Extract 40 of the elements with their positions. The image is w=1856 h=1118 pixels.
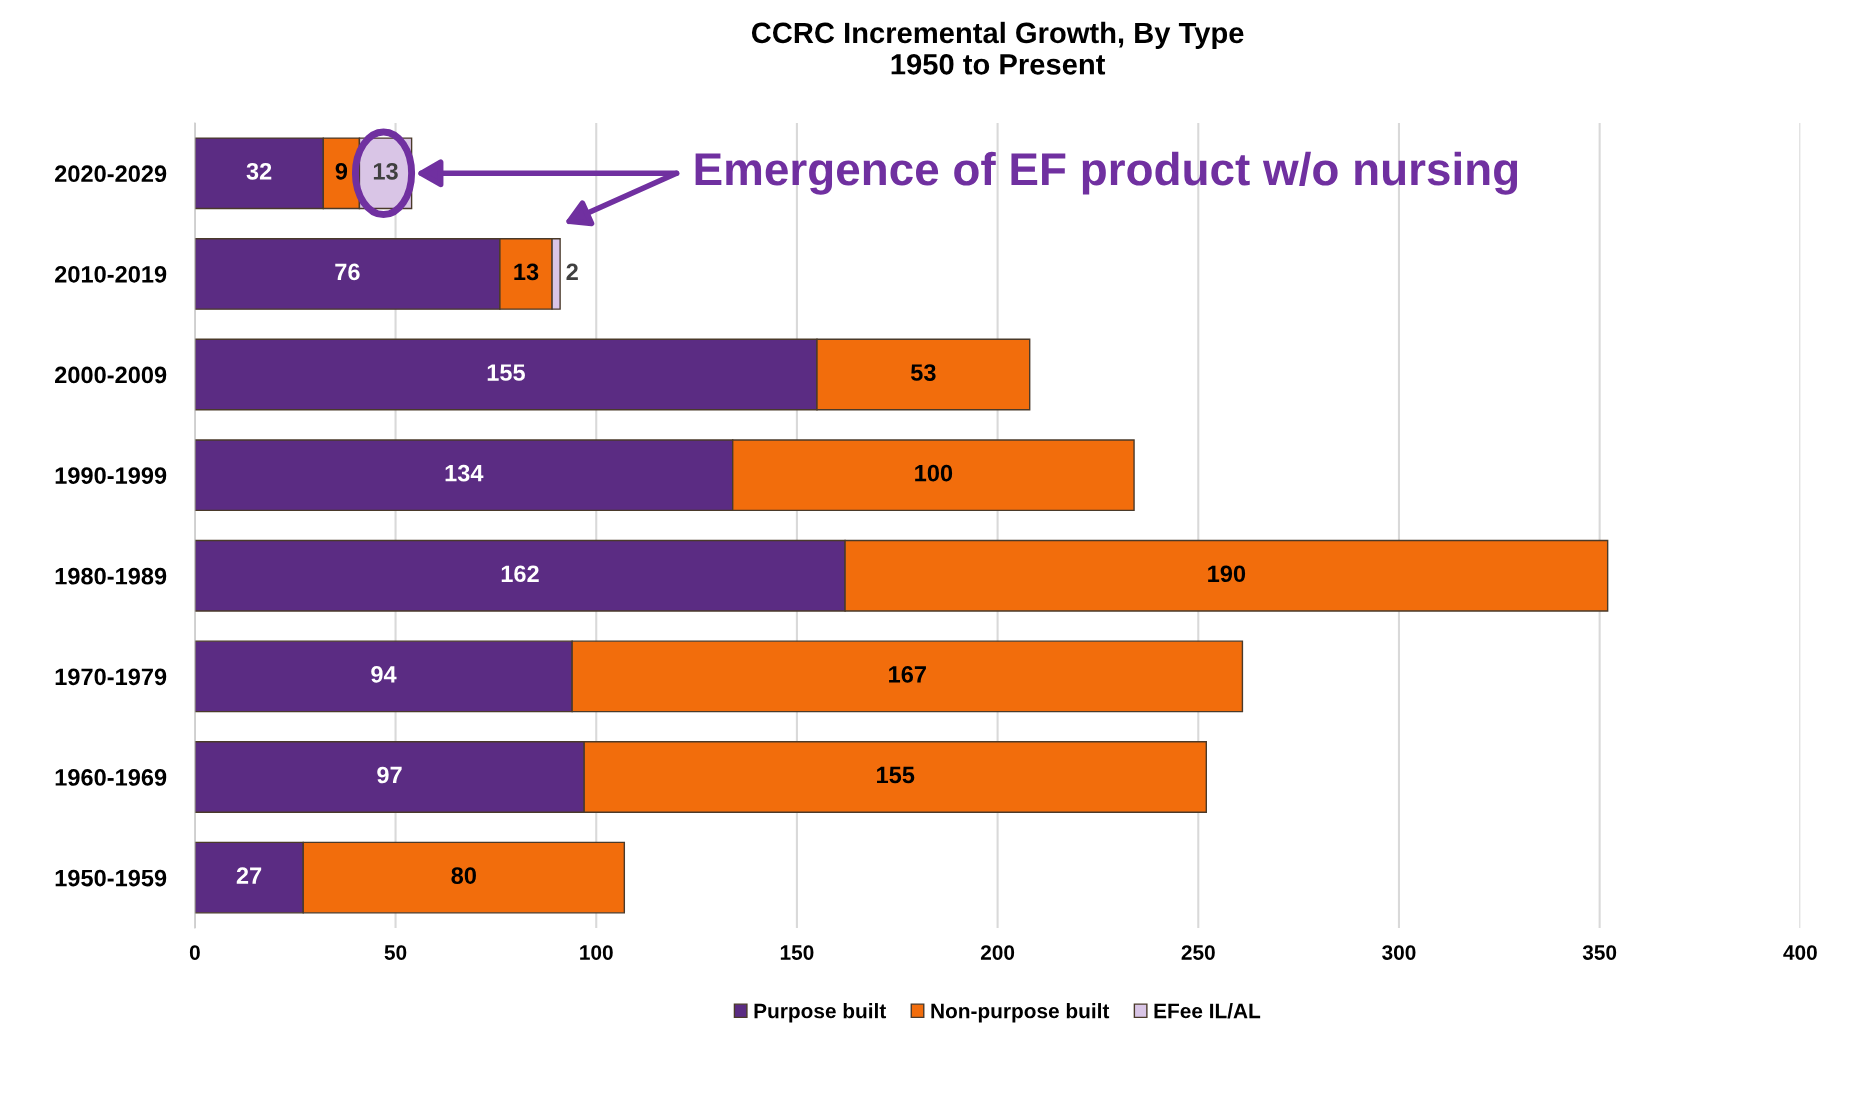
data-label: 155 [877, 766, 915, 784]
y-tick-label: 1980-1989 [55, 567, 167, 585]
data-label: 13 [373, 162, 398, 180]
y-tick-label: 1990-1999 [55, 467, 167, 484]
data-label: 134 [445, 464, 484, 482]
y-tick-label: 1970-1979 [55, 668, 167, 686]
legend-label: Non-purpose built [931, 1003, 1110, 1023]
y-tick-label: 2010-2019 [55, 265, 167, 283]
x-tick-label: 0 [189, 945, 200, 960]
y-tick-label: 2020-2029 [55, 165, 167, 183]
x-tick-label: 150 [780, 945, 814, 960]
x-tick-label: 400 [1783, 945, 1817, 960]
x-tick-label: 250 [1181, 945, 1215, 960]
legend-label: EFee IL/AL [1154, 1003, 1261, 1019]
data-label: 27 [236, 867, 262, 884]
y-tick-label: 2000-2009 [55, 366, 167, 384]
chart-title: CCRC Incremental Growth, By Type 1950 to Present [751, 21, 1244, 75]
data-label: 76 [335, 263, 360, 281]
data-label: 97 [377, 766, 402, 784]
x-tick-label: 100 [580, 945, 613, 960]
annotation: Emergence of EF product w/o nursing [695, 151, 1518, 195]
data-label: 162 [501, 565, 539, 583]
x-tick-label: 350 [1582, 945, 1617, 960]
data-label: 167 [889, 666, 926, 683]
data-label: 9 [335, 162, 348, 180]
data-label: 80 [451, 867, 476, 884]
data-label: 155 [487, 364, 525, 381]
data-label: 32 [246, 162, 272, 180]
legend-label: Purpose built [754, 1003, 887, 1023]
data-label: 13 [514, 263, 539, 281]
data-label: 94 [371, 666, 397, 683]
data-label: 2 [566, 263, 578, 281]
y-tick-label: 1960-1969 [55, 769, 167, 786]
x-tick-label: 300 [1382, 945, 1416, 960]
x-tick-label: 50 [384, 945, 407, 960]
data-label: 100 [915, 464, 953, 482]
data-label: 53 [910, 364, 936, 381]
y-tick-label: 1950-1959 [55, 869, 167, 887]
x-tick-label: 200 [980, 945, 1015, 960]
data-label: 190 [1208, 565, 1246, 583]
